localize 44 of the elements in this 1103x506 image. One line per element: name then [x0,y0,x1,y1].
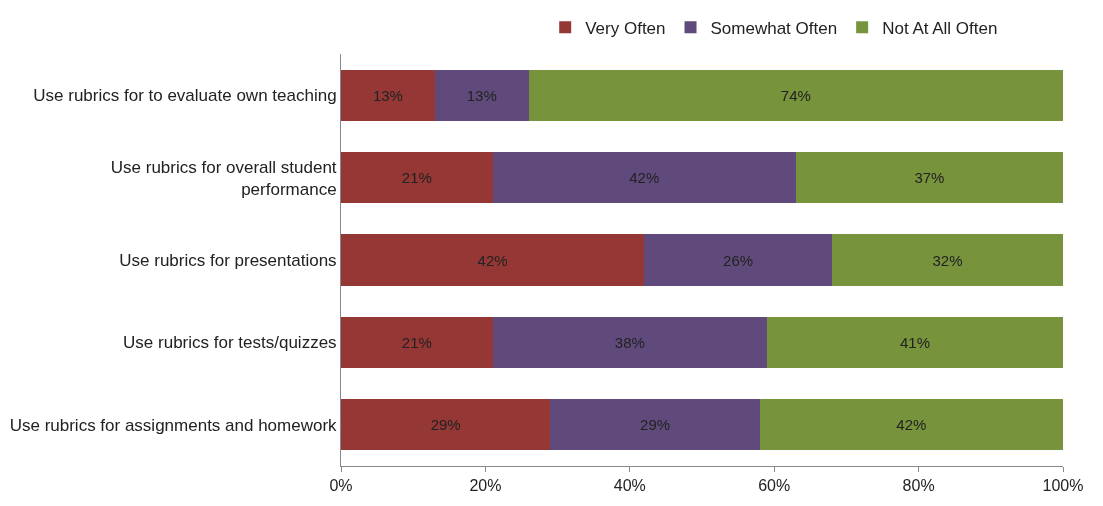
data-label: 32% [932,251,963,269]
bar [341,69,435,121]
data-label: 13% [466,86,497,104]
legend-label: Very Often [585,18,666,38]
x-tick-label: 60% [758,477,791,495]
bar [341,316,493,368]
y-tick-label: Use rubrics for tests/quizzes [123,333,337,353]
x-tick-label: 80% [902,477,935,495]
bar [341,234,645,286]
data-label: 42% [477,251,508,269]
data-label: 42% [629,169,660,187]
bar [492,316,767,368]
data-label: 38% [614,333,645,351]
x-tick-label: 100% [1042,477,1084,495]
bar [434,69,529,121]
data-label: 42% [896,416,927,434]
x-tick-label: 0% [329,477,353,495]
bar [550,399,760,451]
bar [766,316,1063,368]
legend-label: Somewhat Often [710,18,838,38]
bar [795,152,1063,204]
data-label: 37% [914,169,945,187]
y-tick-label: Use rubrics for overall student performance [110,157,337,199]
bar [492,152,796,204]
y-tick-label: Use rubrics for assignments and homework [9,415,338,435]
bar [644,234,832,286]
data-label: 41% [899,333,931,351]
bar [341,399,551,451]
data-label: 13% [372,86,403,104]
bar [341,152,493,204]
data-label: 29% [430,416,461,434]
y-tick-label: Use rubrics for presentations [119,250,337,270]
legend-label: Not At All Often [882,18,998,38]
data-label: 74% [780,86,811,104]
data-label: 21% [401,333,432,351]
x-tick-label: 20% [469,477,502,495]
data-label: 26% [723,251,754,269]
x-tick-label: 40% [613,477,646,495]
data-label: 29% [640,416,671,434]
y-tick-label: Use rubrics for to evaluate own teaching [33,86,337,106]
bar [831,234,1063,286]
bar [759,399,1063,451]
bar [528,69,1063,121]
data-label: 21% [401,169,432,187]
